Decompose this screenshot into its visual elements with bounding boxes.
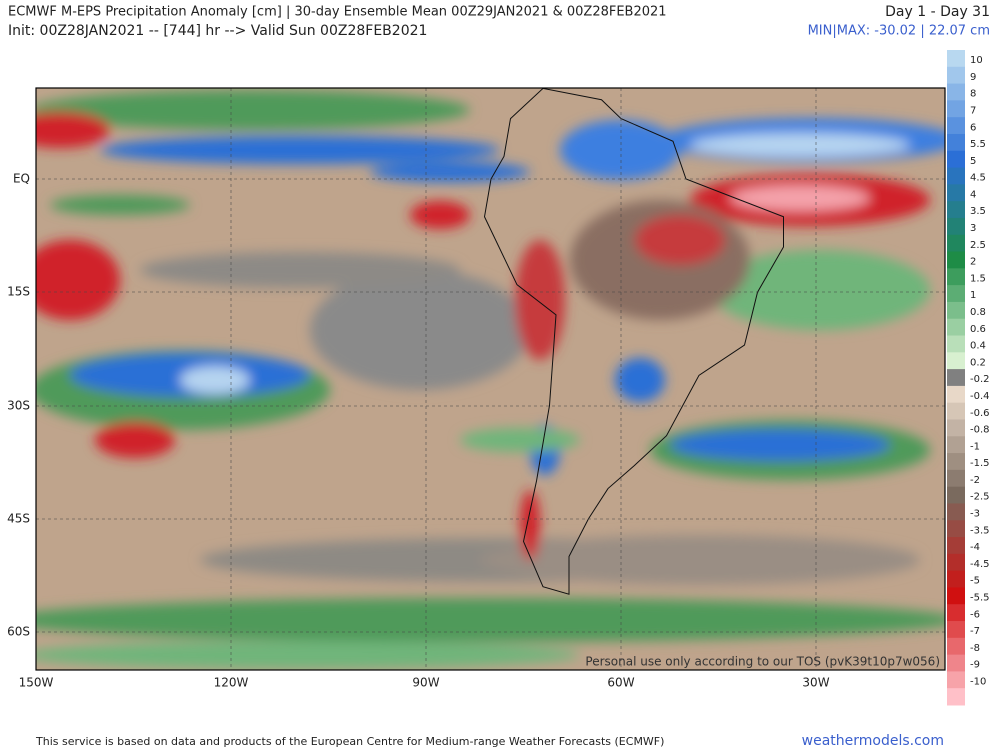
lat-label: 45S	[7, 512, 30, 526]
lon-label: 60W	[607, 676, 634, 690]
colorbar-segment	[947, 335, 965, 353]
colorbar-segment	[947, 167, 965, 185]
colorbar-segment	[947, 402, 965, 420]
colorbar-label: -6	[970, 609, 980, 620]
period: Day 1 - Day 31	[885, 4, 990, 20]
colorbar-segment	[947, 453, 965, 471]
colorbar-segment	[947, 50, 965, 68]
lat-label: EQ	[13, 172, 30, 186]
colorbar-label: -7	[970, 626, 980, 637]
colorbar-label: -1	[970, 441, 980, 452]
footer-note: This service is based on data and produc…	[35, 735, 664, 748]
colorbar-label: 0.8	[970, 307, 986, 318]
lon-label: 120W	[214, 676, 249, 690]
colorbar-segment	[947, 268, 965, 286]
colorbar-label: 4.5	[970, 173, 986, 184]
colorbar-segment	[947, 66, 965, 85]
colorbar-segment	[947, 217, 965, 236]
colorbar-label: 4	[970, 189, 976, 200]
colorbar-label: -0.8	[970, 425, 990, 436]
lon-label: 90W	[412, 676, 439, 690]
colorbar-label: 2.5	[970, 240, 986, 251]
colorbar-label: -2.5	[970, 492, 990, 503]
colorbar-segment	[947, 654, 965, 672]
title: ECMWF M-EPS Precipitation Anomaly [cm] |…	[8, 5, 667, 20]
colorbar: 10 9 8 7 6 5.5 5 4.5 4 3.5 3 2.5 2 1.5 1 0.8 0.6 0.4 0.2 -0…	[947, 50, 990, 706]
colorbar-label: -3.5	[970, 525, 990, 536]
colorbar-segment	[947, 436, 965, 454]
colorbar-label: -9	[970, 660, 980, 671]
lat-label: 30S	[7, 399, 30, 413]
min-max: MIN|MAX: -30.02 | 22.07 cm	[808, 24, 990, 39]
colorbar-label: 7	[970, 105, 976, 116]
colorbar-label: 0.6	[970, 324, 986, 335]
colorbar-label: -1.5	[970, 458, 990, 469]
colorbar-segment	[947, 637, 965, 656]
watermark: Personal use only according to our TOS (…	[585, 655, 940, 669]
colorbar-segment	[947, 352, 965, 370]
colorbar-label: -8	[970, 643, 980, 654]
colorbar-label: -0.2	[970, 374, 990, 385]
colorbar-label: 6	[970, 122, 976, 133]
colorbar-label: 8	[970, 89, 976, 100]
colorbar-segment	[947, 553, 965, 572]
lat-label: 60S	[7, 625, 30, 639]
colorbar-segment	[947, 570, 965, 588]
colorbar-label: -2	[970, 475, 980, 486]
colorbar-segment	[947, 469, 965, 488]
colorbar-label: 2	[970, 257, 976, 268]
colorbar-segment	[947, 318, 965, 337]
colorbar-label: 10	[970, 55, 983, 66]
colorbar-label: -3	[970, 509, 980, 520]
lon-label: 150W	[19, 676, 54, 690]
colorbar-segment	[947, 537, 965, 555]
colorbar-segment	[947, 385, 965, 404]
colorbar-label: 0.2	[970, 357, 986, 368]
colorbar-segment	[947, 184, 965, 202]
map-frame	[35, 87, 946, 671]
colorbar-label: 1	[970, 290, 976, 301]
colorbar-label: 3.5	[970, 206, 986, 217]
colorbar-segment	[947, 419, 965, 437]
colorbar-label: 3	[970, 223, 976, 234]
colorbar-label: 5.5	[970, 139, 986, 150]
colorbar-label: -0.6	[970, 408, 990, 419]
colorbar-label: 1.5	[970, 273, 986, 284]
colorbar-segment	[947, 520, 965, 538]
lat-label: 15S	[7, 285, 30, 299]
subtitle: Init: 00Z28JAN2021 -- [744] hr --> Valid…	[8, 23, 427, 39]
colorbar-label: 9	[970, 72, 976, 83]
footer-site: weathermodels.com	[802, 733, 944, 749]
colorbar-segment	[947, 604, 965, 622]
colorbar-segment	[947, 150, 965, 169]
lon-label: 30W	[802, 676, 829, 690]
colorbar-segment	[947, 587, 965, 605]
colorbar-label: 5	[970, 156, 976, 167]
colorbar-segment	[947, 503, 965, 521]
colorbar-segment	[947, 117, 965, 135]
colorbar-segment	[947, 301, 965, 320]
colorbar-label: -4.5	[970, 559, 990, 570]
colorbar-segment	[947, 671, 965, 689]
colorbar-label: -0.4	[970, 391, 990, 402]
colorbar-label: -10	[970, 676, 986, 687]
map-field	[36, 88, 945, 670]
colorbar-label: -4	[970, 542, 980, 553]
colorbar-segment	[947, 621, 965, 639]
colorbar-segment	[947, 688, 965, 706]
colorbar-segment	[947, 486, 965, 504]
colorbar-segment	[947, 83, 965, 101]
colorbar-segment	[947, 251, 965, 269]
colorbar-label: 0.4	[970, 341, 986, 352]
coastline	[483, 88, 784, 595]
colorbar-segment	[947, 133, 965, 152]
colorbar-segment	[947, 100, 965, 118]
colorbar-segment	[947, 234, 965, 253]
colorbar-segment	[947, 201, 965, 219]
colorbar-segment	[947, 369, 965, 387]
colorbar-segment	[947, 285, 965, 303]
colorbar-label: -5	[970, 576, 980, 587]
colorbar-label: -5.5	[970, 593, 990, 604]
